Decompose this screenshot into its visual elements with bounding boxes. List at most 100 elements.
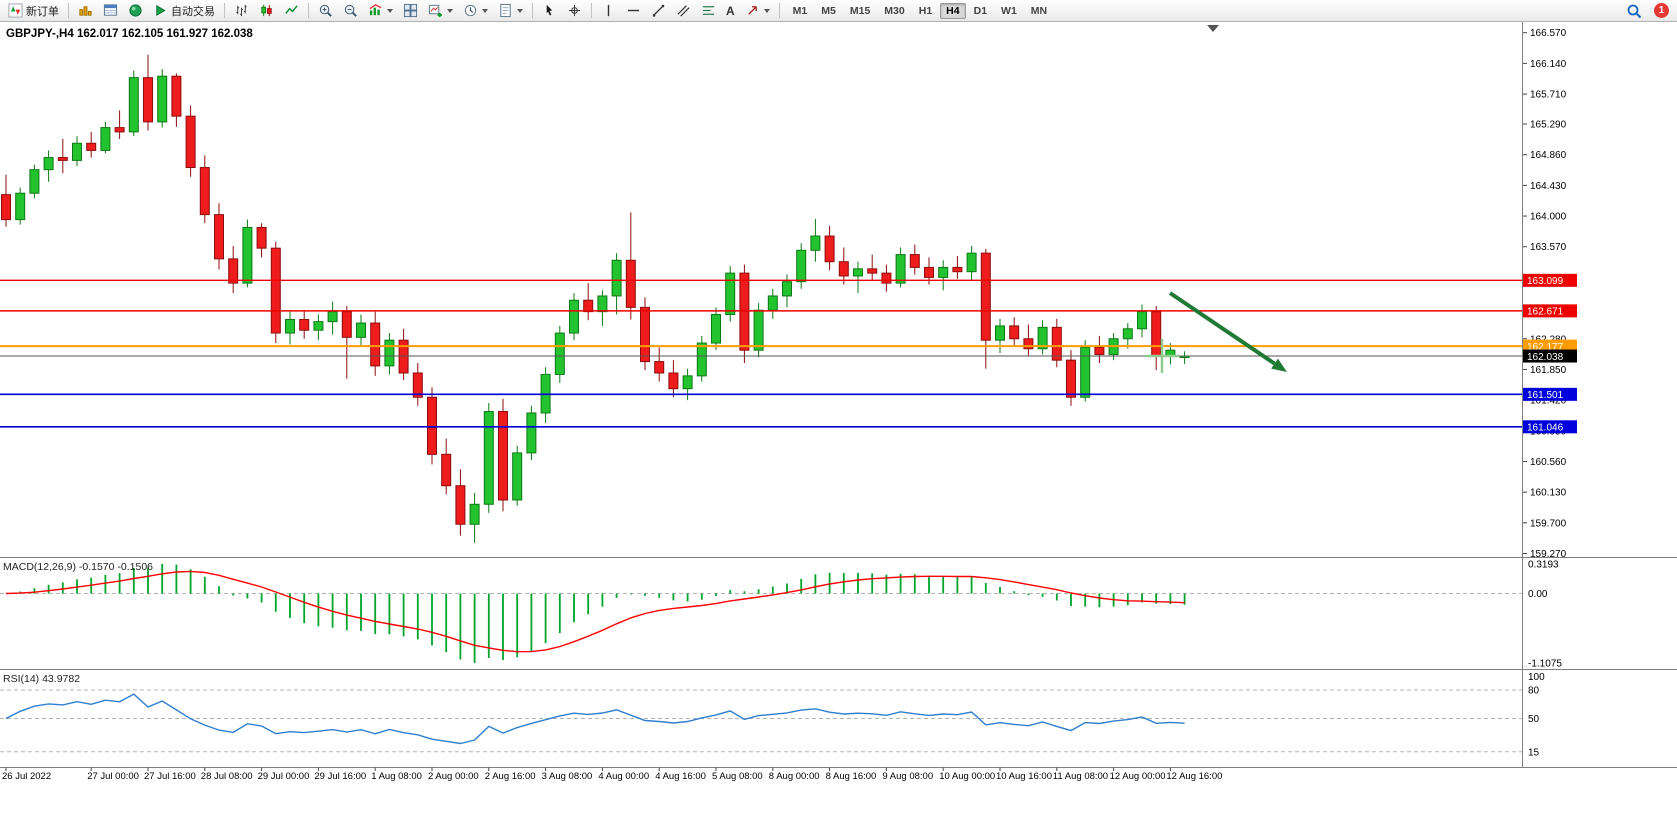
cursor-button[interactable] [538,0,561,21]
candle-down [1023,338,1034,350]
notifications-badge[interactable]: 1 [1654,3,1669,18]
timeframe-button-h4[interactable]: H4 [940,2,966,19]
macd-signal-line [5,570,1185,653]
chevron-down-icon [387,8,393,13]
timeframe-button-w1[interactable]: W1 [1001,4,1017,17]
fibonacci-icon [702,6,715,15]
timeframe-button-h1[interactable]: H1 [918,4,933,17]
bar-chart-button[interactable] [230,0,253,21]
candle-down [299,318,310,331]
price-tick-label: 164.000 [1530,212,1567,223]
price-tick-label: 159.700 [1530,518,1567,529]
chevron-down-icon [517,8,523,13]
candle-down [980,252,991,341]
candle-down [1051,326,1062,361]
time-axis-label: 8 Aug 16:00 [826,771,877,782]
level-price-tag [1523,387,1577,401]
candle-up [483,411,494,505]
candle-up [767,295,778,311]
time-axis-label: 29 Jul 00:00 [258,771,310,782]
candle-up [526,412,537,454]
candle-up [1080,346,1091,398]
candle-down [412,372,423,398]
vertical-line-button[interactable] [597,0,620,21]
chart-canvas[interactable]: 166.570 166.140 165.710 165.290 164.860 164.4… [0,22,1677,839]
level-price-text: 161.501 [1527,390,1564,401]
candle-up [15,192,26,221]
candle-up [725,272,736,316]
zoom-in-button[interactable] [314,0,337,21]
autotrading-label: 自动交易 [171,5,215,18]
candle-up [796,249,807,283]
level-price-tag [1523,420,1577,434]
price-tick-label: 164.860 [1530,150,1567,161]
price-scale[interactable]: 166.570 166.140 165.710 165.290 164.860 164.4… [1523,28,1567,560]
new-order-button[interactable]: 新订单 [4,0,63,21]
price-tick-label: 159.270 [1530,549,1567,560]
templates-icon [500,3,511,18]
time-axis[interactable]: 26 Jul 2022 27 Jul 00:00 27 Jul 16:00 28 Ju… [2,767,1222,783]
candle-down [838,261,849,277]
levels-layer[interactable]: 163.099 162.671 162.177 161.501 161.046 162.0… [0,273,1577,434]
candle-down [171,75,182,117]
timeframe-button-m15[interactable]: M15 [849,4,871,17]
candle-up [753,309,764,351]
chevron-down-icon [763,8,770,13]
tile-windows-button[interactable] [399,0,422,21]
text-tool-button[interactable]: A [722,0,739,21]
time-axis-label: 4 Aug 16:00 [655,771,706,782]
chart-frame [0,22,1677,768]
price-tick-label: 161.420 [1530,396,1567,407]
timeframe-button-m30[interactable]: M30 [884,4,905,17]
candle-down [640,306,650,363]
chart-title: GBPJPY-,H4 162.017 162.105 161.927 162.0… [6,28,253,40]
candle-down [370,322,381,367]
time-axis-label: 3 Aug 08:00 [542,771,593,782]
market-watch-icon [103,4,118,16]
autotrading-button[interactable]: 自动交易 [149,0,219,21]
level-price-text: 162.671 [1527,307,1564,318]
rsi-scale-label: 15 [1528,747,1540,758]
toolbar-separator [68,3,69,18]
equidistant-channel-button[interactable] [672,0,695,21]
symbols-button[interactable] [74,0,97,21]
zoom-out-button[interactable] [339,0,362,21]
candle-up [611,259,622,297]
candle-up [384,339,395,367]
timeframe-button-m1[interactable]: M1 [792,4,808,17]
annotations-layer[interactable] [1145,25,1287,373]
candle-down [199,167,210,216]
crosshair-button[interactable] [563,0,586,21]
candlestick-button[interactable] [255,0,278,21]
candle-down [270,247,281,334]
indicators-icon [369,4,382,16]
time-axis-label: 12 Aug 00:00 [1110,771,1166,782]
chart-shift-marker [1207,25,1219,32]
templates-button[interactable] [494,0,527,21]
fibonacci-button[interactable] [697,0,720,21]
candle-up [327,311,338,323]
candle-up [853,268,863,277]
indicators-button[interactable] [364,0,397,21]
search-button[interactable] [1622,0,1646,21]
candle-down [867,268,878,274]
timeframe-button-m5[interactable]: M5 [821,4,836,17]
timeframe-button-mn[interactable]: MN [1030,4,1048,17]
level-price-tag [1523,273,1577,287]
data-window-button[interactable] [124,0,147,21]
line-chart-button[interactable] [280,0,303,21]
horizontal-line-button[interactable] [622,0,645,21]
candle-up [895,254,906,284]
candle-down [909,254,920,268]
profiles-button[interactable] [459,0,492,21]
time-axis-label: 27 Jul 16:00 [144,771,196,782]
text-tool-label: A [726,3,735,18]
candle-down [427,396,437,455]
chevron-down-icon [447,8,453,13]
new-chart-button[interactable] [424,0,457,21]
arrows-tool-button[interactable] [741,0,774,21]
toolbar-separator [591,3,592,18]
timeframe-button-d1[interactable]: D1 [973,4,988,17]
trendline-button[interactable] [647,0,670,21]
market-watch-button[interactable] [99,0,122,21]
